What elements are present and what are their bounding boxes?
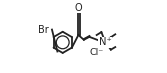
Text: Cl⁻: Cl⁻	[90, 48, 104, 57]
Text: Br: Br	[38, 25, 49, 35]
Text: N⁺: N⁺	[99, 37, 112, 47]
Text: O: O	[75, 3, 82, 13]
